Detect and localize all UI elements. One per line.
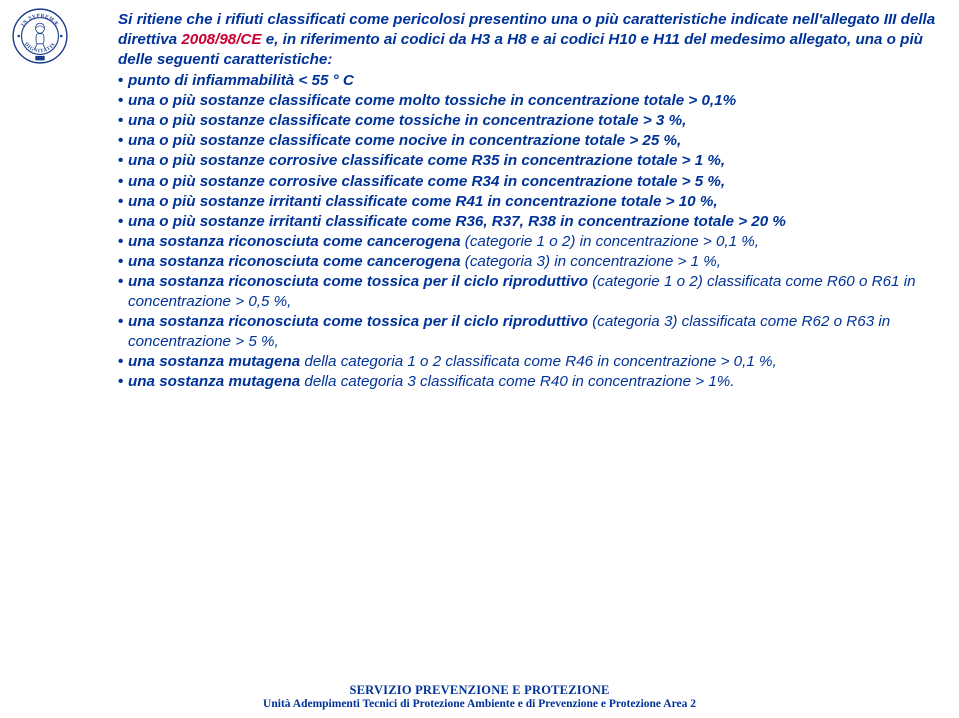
page-footer: SERVIZIO PREVENZIONE E PROTEZIONE Unità … — [0, 683, 959, 710]
bullet-item: •una sostanza riconosciuta come cancerog… — [118, 252, 957, 272]
footer-line-1: SERVIZIO PREVENZIONE E PROTEZIONE — [0, 683, 959, 698]
bullet-text: una o più sostanze classificate come mol… — [128, 91, 957, 111]
university-seal-logo: IN SVPREMÆ DIGNITATIS 1343 — [12, 8, 68, 64]
bullet-item: •una o più sostanze corrosive classifica… — [118, 172, 957, 192]
bullet-marker: • — [118, 312, 128, 332]
bullet-item: •una sostanza mutagena della categoria 1… — [118, 352, 957, 372]
bullet-item: •una o più sostanze classificate come no… — [118, 131, 957, 151]
bullet-text: una o più sostanze irritanti classificat… — [128, 212, 957, 232]
svg-text:DIGNITATIS: DIGNITATIS — [23, 41, 57, 54]
bullet-item: •una o più sostanze irritanti classifica… — [118, 212, 957, 232]
bullet-text: una sostanza mutagena della categoria 3 … — [128, 372, 957, 392]
bullet-text: una o più sostanze classificate come noc… — [128, 131, 957, 151]
bullet-marker: • — [118, 212, 128, 232]
criteria-bullet-list: •punto di infiammabilità < 55 ° C•una o … — [118, 71, 957, 392]
bullet-text: una sostanza riconosciuta come canceroge… — [128, 232, 957, 252]
bullet-item: •una sostanza riconosciuta come tossica … — [118, 312, 957, 352]
bullet-text: una o più sostanze corrosive classificat… — [128, 172, 957, 192]
bullet-marker: • — [118, 91, 128, 111]
bullet-marker: • — [118, 172, 128, 192]
bullet-text: una sostanza mutagena della categoria 1 … — [128, 352, 957, 372]
bullet-marker: • — [118, 131, 128, 151]
bullet-marker: • — [118, 272, 128, 292]
bullet-marker: • — [118, 372, 128, 392]
bullet-text: una o più sostanze corrosive classificat… — [128, 151, 957, 171]
bullet-text: una o più sostanze classificate come tos… — [128, 111, 957, 131]
bullet-marker: • — [118, 252, 128, 272]
bullet-marker: • — [118, 151, 128, 171]
bullet-text: una sostanza riconosciuta come tossica p… — [128, 312, 957, 352]
bullet-item: •una o più sostanze corrosive classifica… — [118, 151, 957, 171]
footer-line-2: Unità Adempimenti Tecnici di Protezione … — [0, 698, 959, 710]
bullet-item: •una sostanza mutagena della categoria 3… — [118, 372, 957, 392]
bullet-item: •una sostanza riconosciuta come tossica … — [118, 272, 957, 312]
bullet-marker: • — [118, 71, 128, 91]
bullet-marker: • — [118, 111, 128, 131]
bullet-marker: • — [118, 192, 128, 212]
bullet-item: •una o più sostanze classificate come mo… — [118, 91, 957, 111]
bullet-item: •una o più sostanze irritanti classifica… — [118, 192, 957, 212]
bullet-marker: • — [118, 352, 128, 372]
bullet-text: punto di infiammabilità < 55 ° C — [128, 71, 957, 91]
bullet-text: una sostanza riconosciuta come canceroge… — [128, 252, 957, 272]
svg-text:1343: 1343 — [37, 57, 44, 61]
intro-paragraph: Si ritiene che i rifiuti classificati co… — [118, 10, 957, 70]
bullet-item: •una o più sostanze classificate come to… — [118, 111, 957, 131]
bullet-marker: • — [118, 232, 128, 252]
document-body: Si ritiene che i rifiuti classificati co… — [118, 10, 957, 392]
svg-text:IN SVPREMÆ: IN SVPREMÆ — [20, 13, 60, 28]
bullet-text: una o più sostanze irritanti classificat… — [128, 192, 957, 212]
bullet-item: •punto di infiammabilità < 55 ° C — [118, 71, 957, 91]
bullet-item: •una sostanza riconosciuta come cancerog… — [118, 232, 957, 252]
bullet-text: una sostanza riconosciuta come tossica p… — [128, 272, 957, 312]
